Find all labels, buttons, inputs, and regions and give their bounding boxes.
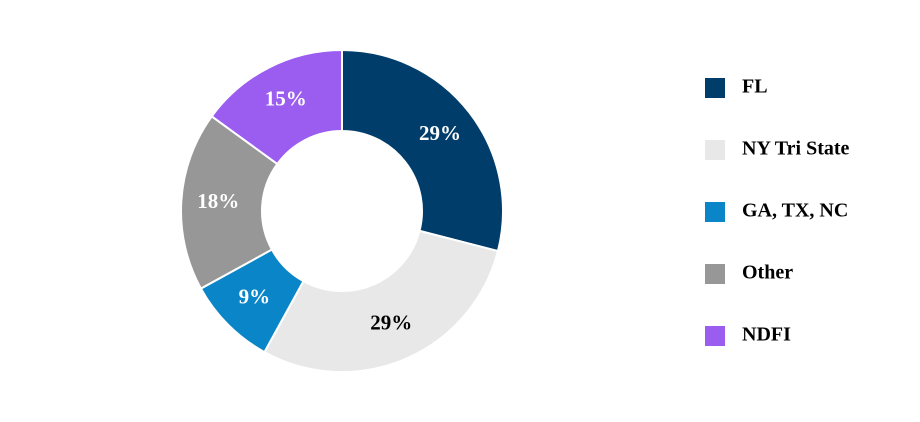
donut-slice xyxy=(180,114,279,290)
data-label: 29% xyxy=(370,311,412,335)
legend-label: NDFI xyxy=(742,324,791,346)
data-label: 29% xyxy=(419,121,461,145)
donut-slice xyxy=(341,48,504,253)
legend-swatch xyxy=(705,202,725,222)
legend-swatch xyxy=(705,78,725,98)
legend-swatch xyxy=(705,326,725,346)
data-label: 15% xyxy=(265,86,307,110)
data-label: 18% xyxy=(197,189,239,213)
donut-slice xyxy=(263,229,500,373)
data-label: 9% xyxy=(239,284,271,308)
legend-swatch xyxy=(705,140,725,160)
donut-slice xyxy=(210,48,343,166)
legend-swatch xyxy=(705,264,725,284)
legend-label: FL xyxy=(742,76,768,98)
legend-label: GA, TX, NC xyxy=(742,200,848,222)
legend-label: Other xyxy=(742,262,793,284)
legend-label: NY Tri State xyxy=(742,138,850,160)
